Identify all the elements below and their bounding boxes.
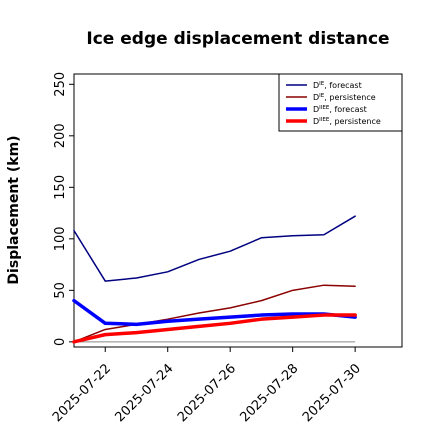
- x-tick-label: 2025-07-22: [50, 361, 114, 425]
- legend: DIE, forecast DIE, persistence DIIEE, fore…: [278, 73, 403, 132]
- y-tick-label: 150: [53, 175, 68, 200]
- series-layer: [72, 215, 357, 344]
- legend-item-3: DIIEE, forecast: [286, 105, 367, 114]
- series-line-4: [72, 313, 357, 344]
- y-tick-label: 250: [53, 72, 68, 97]
- y-axis-ticks: 0 50 100 150 200 250: [53, 72, 74, 346]
- x-tick-label: 2025-07-28: [237, 361, 301, 425]
- legend-label: DIIEE, forecast: [313, 105, 367, 114]
- y-tick-label: 0: [53, 338, 68, 346]
- x-tick-label: 2025-07-24: [113, 361, 177, 425]
- legend-item-1: DIE, forecast: [286, 81, 362, 90]
- legend-label: DIIEE, persistence: [313, 117, 381, 126]
- y-tick-label: 100: [53, 226, 68, 251]
- legend-label: DIE, persistence: [313, 93, 376, 102]
- x-tick-label: 2025-07-26: [175, 361, 239, 425]
- series-line-3: [72, 298, 357, 327]
- series-line-1: [73, 215, 356, 282]
- x-axis-ticks: 2025-07-222025-07-242025-07-262025-07-28…: [50, 347, 364, 425]
- legend-item-4: DIIEE, persistence: [286, 117, 381, 126]
- legend-label: DIE, forecast: [313, 81, 362, 90]
- y-tick-label: 200: [53, 123, 68, 148]
- legend-item-2: DIE, persistence: [286, 93, 376, 102]
- y-tick-label: 50: [53, 282, 68, 299]
- x-tick-label: 2025-07-30: [300, 361, 364, 425]
- plot-frame: [73, 73, 403, 348]
- series-line-2: [73, 284, 356, 343]
- y-axis-label: Displacement (km): [6, 135, 22, 284]
- chart-title: Ice edge displacement distance: [86, 29, 389, 49]
